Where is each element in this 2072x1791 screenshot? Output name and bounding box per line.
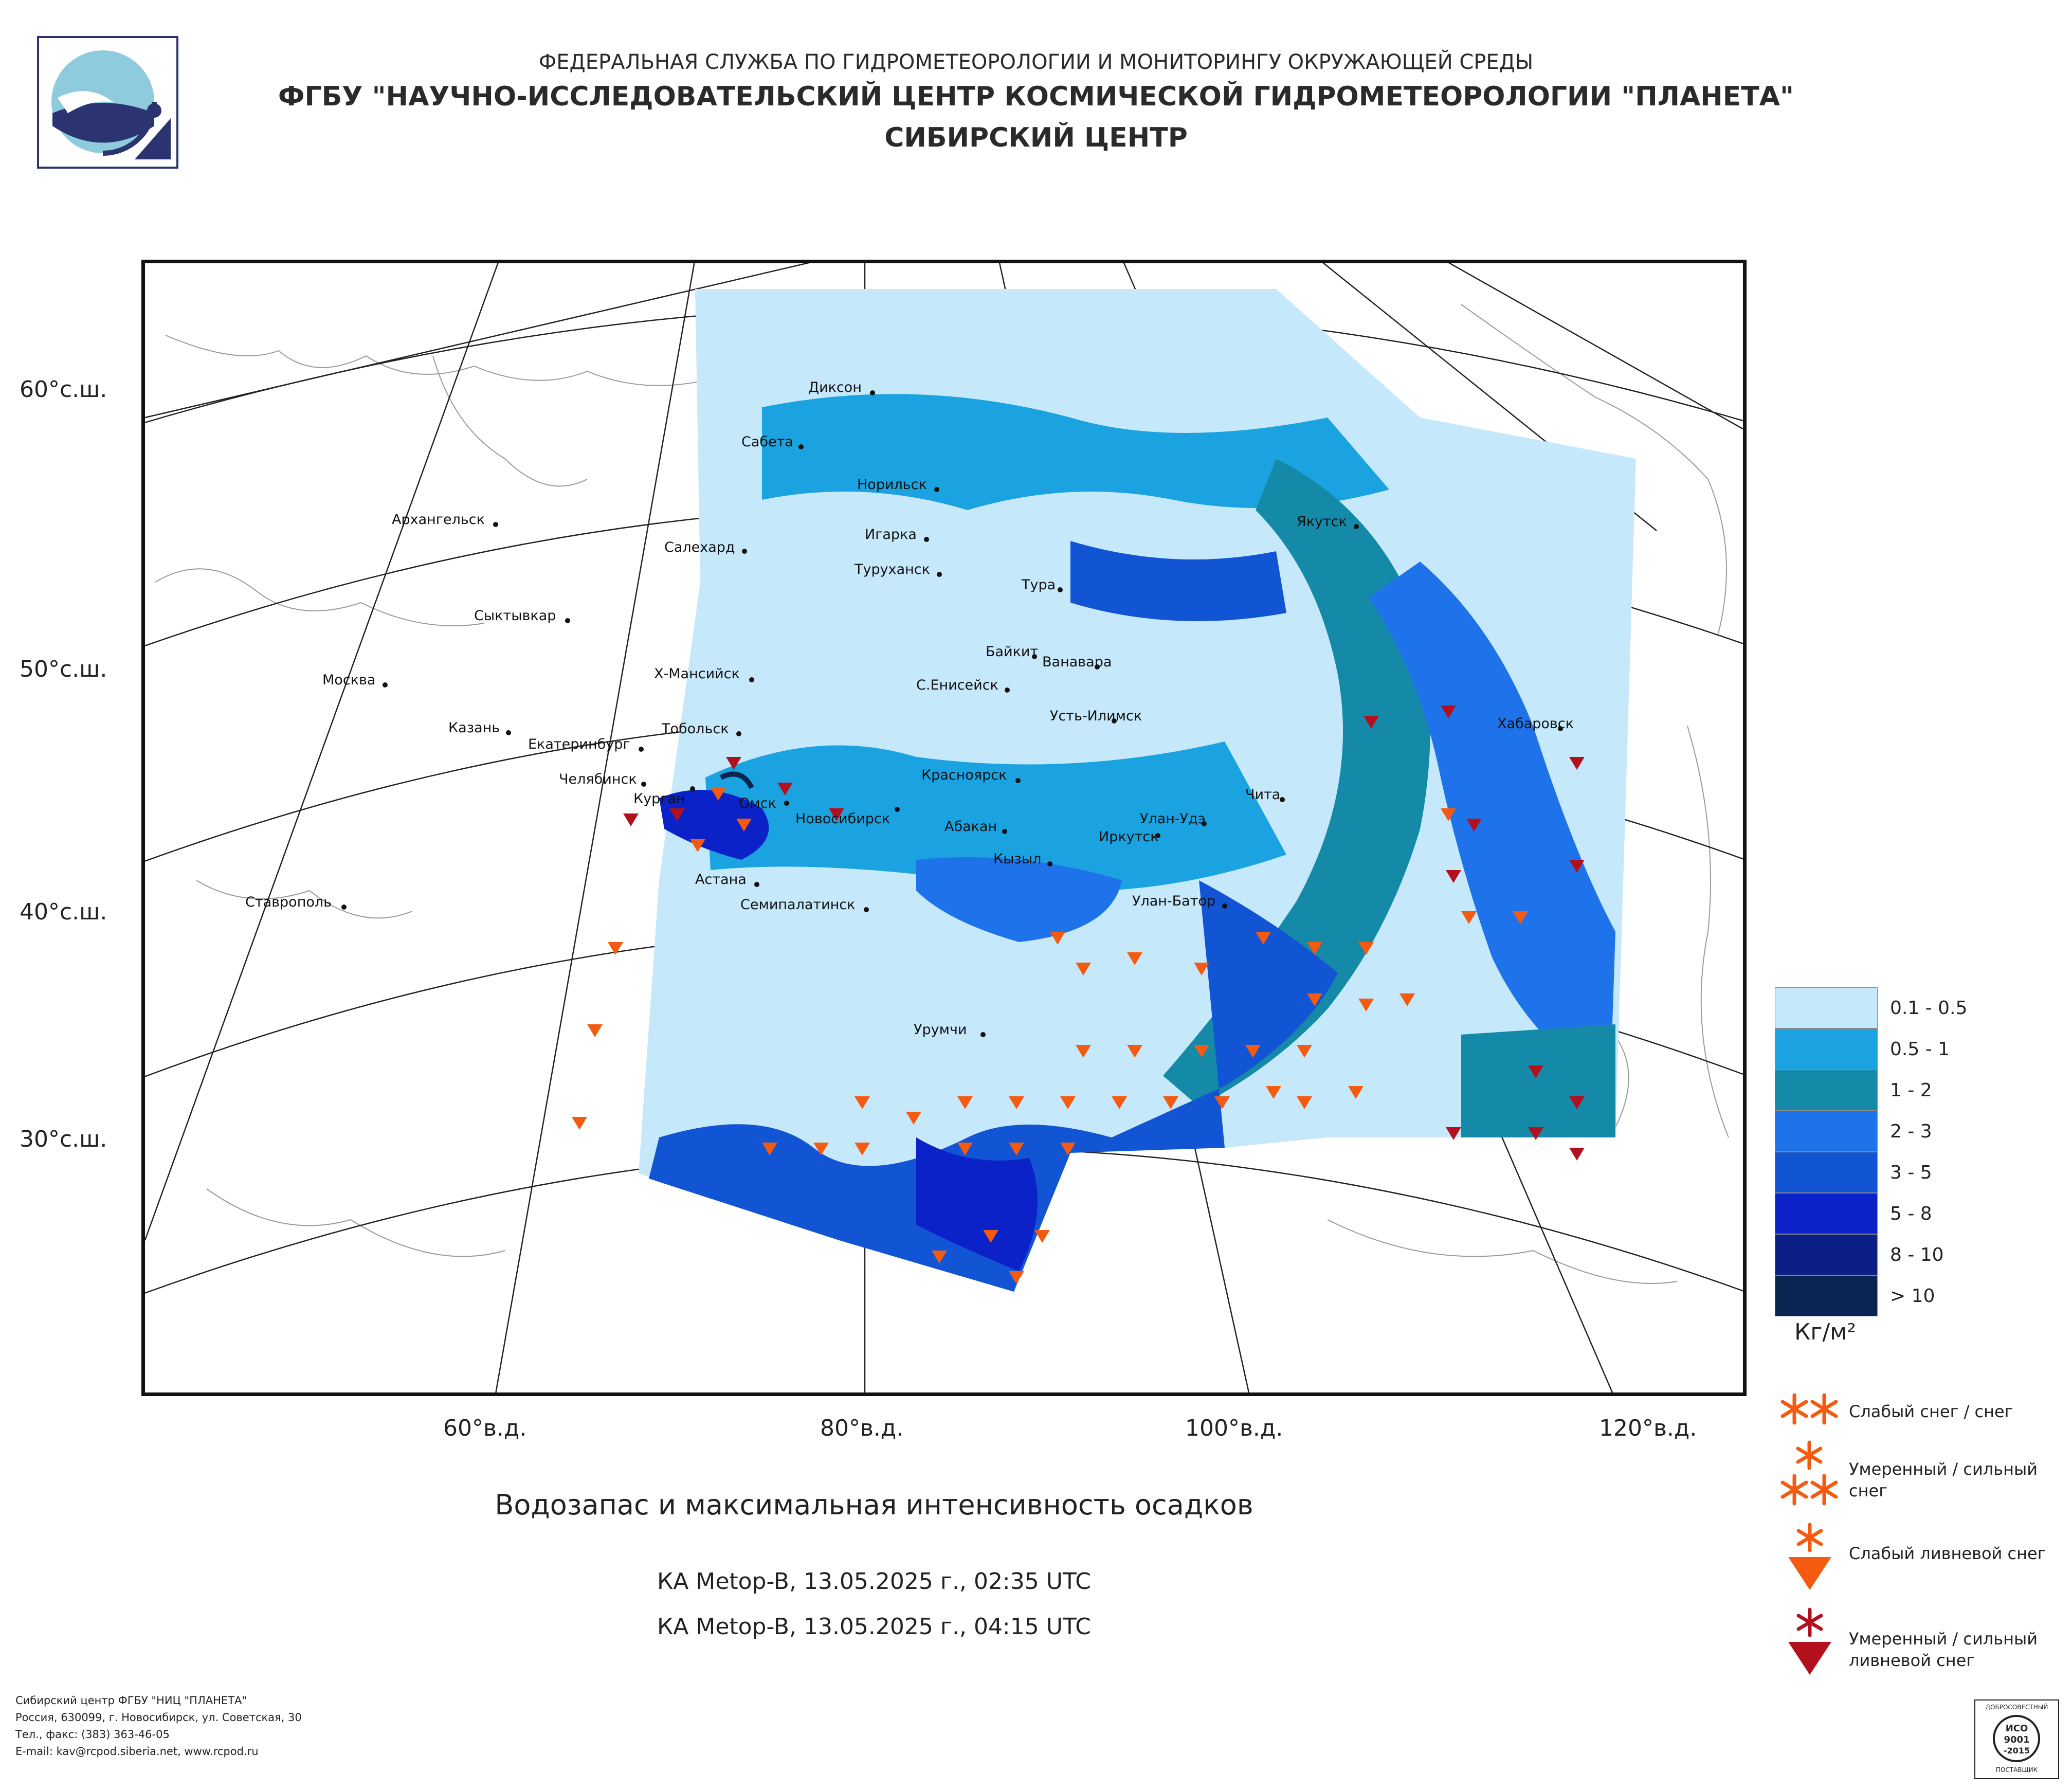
city-label: Ставрополь [245,894,332,910]
city-label: Екатеринбург [528,736,630,752]
snow-moderate-icon [1780,1440,1838,1506]
lon-label-80: 80°в.д. [820,1415,904,1441]
lon-label-120: 120°в.д. [1599,1415,1697,1441]
city-label: Москва [322,672,376,688]
lat-label-40: 40°с.ш. [20,899,107,925]
badge-iso: ИСО [2005,1723,2028,1734]
lon-label-100: 100°в.д. [1185,1415,1283,1441]
badge-number: 9001 [2004,1734,2030,1745]
legend-swatch [1775,987,1878,1028]
lon-label-60: 60°в.д. [443,1415,527,1441]
city-label: Салехард [664,539,735,555]
legend-label: 5 - 8 [1890,1203,1932,1224]
city-label: Улан-Удэ [1140,811,1206,827]
city-label: Казань [448,720,500,736]
legend-unit: Кг/м² [1794,1319,1857,1345]
precipitation-map: Диксон Сабета Норильск Игарка Салехард Т… [141,260,1747,1396]
city-label: Омск [739,795,776,811]
symbol-label: Слабый ливневой снег [1849,1544,2046,1563]
legend-swatch [1775,1152,1878,1193]
city-label: Сыктывкар [474,608,556,624]
lat-label-50: 50°с.ш. [20,656,107,682]
organization-logo [37,36,178,169]
badge-ring-icon [1993,1715,2040,1762]
city-label: С.Енисейск [916,677,998,693]
lat-label-30: 30°с.ш. [20,1126,107,1152]
symbol-label: Умеренный / сильный ливневой снег [1849,1629,2038,1670]
city-label: Урумчи [914,1022,967,1038]
city-label: Диксон [808,379,862,395]
city-label: Челябинск [559,771,637,787]
legend-swatch [1775,1193,1878,1234]
city-label: Иркутск [1099,829,1159,845]
city-label: Астана [695,872,747,888]
map-canvas [145,263,1743,1392]
city-label: Хабаровск [1497,716,1574,732]
city-label: Абакан [944,819,997,835]
city-label: Чита [1245,787,1281,803]
header-institute: ФГБУ "НАУЧНО-ИССЛЕДОВАТЕЛЬСКИЙ ЦЕНТР КОС… [278,81,1794,112]
city-label: Тобольск [662,721,729,737]
city-label: Байкит [986,644,1039,660]
city-label: Усть-Илимск [1050,708,1142,724]
satellite-pass-2: КА Metop-B, 13.05.2025 г., 04:15 UTC [657,1614,1091,1640]
city-label: Туруханск [855,562,930,577]
city-label: Кызыл [993,851,1042,867]
city-label: Х-Мансийск [654,666,740,682]
legend-label: 8 - 10 [1890,1244,1944,1265]
footer-phone: Тел., факс: (383) 363-46-05 [15,1728,170,1741]
shower-snow-heavy-icon [1788,1607,1831,1675]
badge-bottom-text: ПОСТАВЩИК [1995,1766,2038,1774]
city-label: Курган [633,791,685,807]
legend-label: 0.5 - 1 [1890,1039,1950,1060]
precipitation-markers [572,705,1585,1284]
footer-org: Сибирский центр ФГБУ "НИЦ "ПЛАНЕТА" [15,1694,247,1707]
shower-snow-light-icon [1788,1523,1831,1590]
symbol-label: Умеренный / сильный снег [1849,1459,2038,1500]
legend-label: 0.1 - 0.5 [1890,998,1968,1019]
footer-address: Россия, 630099, г. Новосибирск, ул. Сове… [15,1711,302,1724]
city-label: Семипалатинск [740,897,856,913]
legend-swatch [1775,1234,1878,1275]
legend-swatch [1775,1111,1878,1152]
map-title: Водозапас и максимальная интенсивность о… [495,1489,1253,1521]
legend-swatch [1775,1028,1878,1070]
symbol-label: Слабый снег / снег [1849,1402,2013,1421]
satellite-pass-1: КА Metop-B, 13.05.2025 г., 02:35 UTC [657,1568,1091,1595]
city-label: Новосибирск [795,811,890,827]
legend-swatch [1775,1070,1878,1111]
city-label: Ванавара [1042,654,1112,670]
snow-light-icon [1780,1393,1838,1425]
legend-label: 2 - 3 [1890,1121,1932,1142]
badge-top-text: ДОБРОСОВЕСТНЫЙ [1985,1704,2048,1711]
legend-label: 3 - 5 [1890,1162,1932,1183]
city-label: Архангельск [392,512,485,528]
city-label: Якутск [1297,514,1347,530]
city-label: Красноярск [921,767,1007,783]
header-center: СИБИРСКИЙ ЦЕНТР [884,122,1188,153]
city-label: Сабета [741,434,793,450]
lat-label-60: 60°с.ш. [20,376,107,403]
city-dots [341,390,1563,1037]
legend-swatch [1775,1275,1878,1316]
badge-year: -2015 [2003,1746,2030,1756]
city-label: Тура [1022,577,1056,593]
iso-certification-badge: ДОБРОСОВЕСТНЫЙ ИСО 9001 -2015 ПОСТАВЩИК [1974,1699,2059,1779]
legend-label: > 10 [1890,1286,1935,1307]
header-agency: ФЕДЕРАЛЬНАЯ СЛУЖБА ПО ГИДРОМЕТЕОРОЛОГИИ … [538,50,1534,74]
city-label: Норильск [857,477,927,493]
city-label: Улан-Батор [1132,893,1216,909]
city-label: Игарка [865,527,917,542]
footer-email: E-mail: kav@rcpod.siberia.net, www.rcpod… [15,1745,259,1758]
legend-label: 1 - 2 [1890,1080,1932,1101]
